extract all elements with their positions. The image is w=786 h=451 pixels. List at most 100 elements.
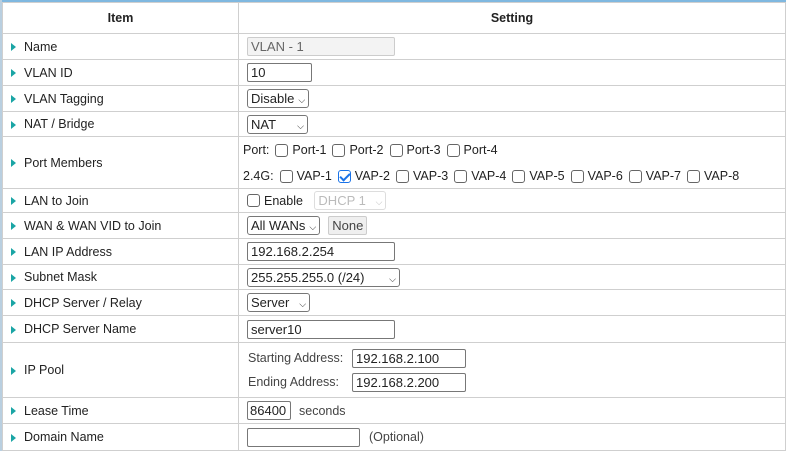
port-2-label: Port-2 — [349, 143, 384, 158]
select-value: DHCP 1 — [318, 193, 366, 208]
top-border — [0, 0, 786, 2]
row-label: Domain Name — [24, 430, 104, 444]
end-label: Ending Address: — [248, 375, 340, 389]
dhcp-name-input[interactable]: server10 — [247, 319, 395, 339]
chevron-down-icon: ⌵ — [299, 299, 307, 309]
arrow-icon — [11, 95, 16, 104]
dhcp-mode-select[interactable]: Server ⌵ — [247, 293, 311, 312]
arrow-icon — [11, 407, 16, 416]
row-label: Name — [24, 39, 58, 54]
vlan-id-input[interactable]: 10 — [247, 63, 312, 82]
vap-2-checkbox[interactable] — [337, 169, 351, 183]
end-address-input[interactable]: 192.168.2.200 — [352, 373, 466, 393]
row-label: WAN & WAN VID to Join — [24, 218, 162, 233]
row-label: NAT / Bridge — [24, 117, 95, 131]
row-label: VLAN Tagging — [24, 91, 104, 106]
vap-2-label: VAP-2 — [354, 169, 390, 184]
row-label: Subnet Mask — [24, 270, 97, 284]
row-domain: Domain Name (Optional) — [2, 423, 786, 451]
arrow-icon — [11, 197, 16, 206]
wifi-prefix: 2.4G: — [243, 169, 274, 184]
arrow-icon — [11, 299, 16, 308]
vap-5-label: VAP-5 — [529, 169, 565, 184]
vap-3-checkbox[interactable] — [395, 169, 409, 183]
vap-4-checkbox[interactable] — [454, 169, 468, 183]
lan-ip-input[interactable]: 192.168.2.254 — [247, 242, 395, 261]
name-input: VLAN - 1 — [247, 37, 395, 56]
port-4-checkbox[interactable] — [446, 143, 460, 157]
start-label: Starting Address: — [248, 351, 344, 365]
port-2-checkbox[interactable] — [332, 143, 346, 157]
vap-8-checkbox[interactable] — [687, 169, 700, 183]
optional-hint: (Optional) — [369, 430, 424, 444]
arrow-icon — [11, 433, 16, 442]
arrow-icon — [11, 159, 16, 168]
port-4-label: Port-4 — [463, 143, 498, 158]
none-button[interactable]: None — [328, 216, 368, 235]
port-1-label: Port-1 — [292, 143, 327, 158]
port-prefix: Port: — [243, 143, 270, 158]
arrow-icon — [11, 366, 16, 375]
row-label: LAN to Join — [24, 193, 89, 208]
row-lan-ip: LAN IP Address 192.168.2.254 — [2, 238, 786, 265]
vap-6-checkbox[interactable] — [570, 169, 584, 183]
vap-5-checkbox[interactable] — [512, 169, 526, 183]
setting-header: Setting — [238, 2, 786, 34]
arrow-icon — [11, 325, 16, 334]
domain-name-input[interactable] — [247, 427, 360, 447]
vap-6-label: VAP-6 — [587, 169, 623, 184]
select-value: 255.255.255.0 (/24) — [251, 269, 365, 285]
chevron-down-icon: ⌵ — [297, 120, 304, 131]
start-address-input[interactable]: 192.168.2.100 — [352, 349, 466, 369]
vap-7-label: VAP-7 — [645, 169, 681, 184]
row-vlan-id: VLAN ID 10 — [2, 59, 786, 86]
lease-time-input[interactable]: 86400 — [247, 401, 291, 420]
chevron-down-icon: ⌵ — [375, 197, 383, 207]
row-dhcp-mode: DHCP Server / Relay Server ⌵ — [2, 289, 786, 316]
dhcp-select: DHCP 1 ⌵ — [314, 191, 387, 210]
wan-select[interactable]: All WANs ⌵ — [247, 216, 321, 235]
arrow-icon — [11, 273, 16, 282]
row-label: Lease Time — [24, 403, 89, 418]
item-header: Item — [2, 2, 239, 34]
subnet-select[interactable]: 255.255.255.0 (/24) ⌵ — [247, 267, 400, 287]
enable-checkbox[interactable] — [247, 194, 260, 207]
row-label: VLAN ID — [24, 65, 73, 80]
vap-4-label: VAP-4 — [471, 169, 507, 184]
arrow-icon — [11, 43, 16, 52]
row-nat-bridge: NAT / Bridge NAT ⌵ — [2, 111, 786, 137]
arrow-icon — [11, 69, 16, 78]
arrow-icon — [11, 120, 16, 129]
select-value: All WANs — [251, 218, 306, 233]
port-3-label: Port-3 — [406, 143, 441, 158]
row-label: LAN IP Address — [24, 244, 113, 259]
vap-1-checkbox[interactable] — [279, 169, 293, 183]
left-border — [0, 0, 2, 451]
row-dhcp-name: DHCP Server Name server10 — [2, 315, 786, 343]
port-3-checkbox[interactable] — [389, 143, 403, 157]
vap-8-label: VAP-8 — [704, 169, 740, 184]
select-value: NAT — [251, 116, 277, 132]
lease-unit: seconds — [299, 403, 346, 418]
chevron-down-icon: ⌵ — [298, 95, 306, 105]
vlan-tagging-select[interactable]: Disable ⌵ — [247, 89, 310, 108]
header-row: Item Setting — [2, 2, 786, 34]
nat-bridge-select[interactable]: NAT ⌵ — [247, 114, 308, 134]
vap-list: 2.4G: VAP-1 VAP-2 VAP-3 VAP-4 VAP-5 VAP-6 VAP-7… — [243, 163, 785, 187]
row-lan-to-join: LAN to Join Enable DHCP 1 ⌵ — [2, 188, 786, 213]
enable-label: Enable — [264, 193, 303, 208]
vap-7-checkbox[interactable] — [628, 169, 642, 183]
row-name: Name VLAN - 1 — [2, 33, 786, 60]
vap-3-label: VAP-3 — [412, 169, 449, 184]
vap-1-label: VAP-1 — [296, 169, 332, 184]
row-label: DHCP Server Name — [24, 322, 137, 336]
row-label: IP Pool — [24, 363, 65, 377]
chevron-down-icon: ⌵ — [309, 222, 317, 232]
row-label: Port Members — [24, 155, 103, 170]
row-wan-join: WAN & WAN VID to Join All WANs ⌵ None — [2, 212, 786, 239]
port-1-checkbox[interactable] — [275, 143, 289, 157]
port-list: Port: Port-1 Port-2 Port-3 Port-4 — [243, 139, 785, 163]
chevron-down-icon: ⌵ — [389, 273, 396, 284]
row-label: DHCP Server / Relay — [24, 295, 142, 310]
